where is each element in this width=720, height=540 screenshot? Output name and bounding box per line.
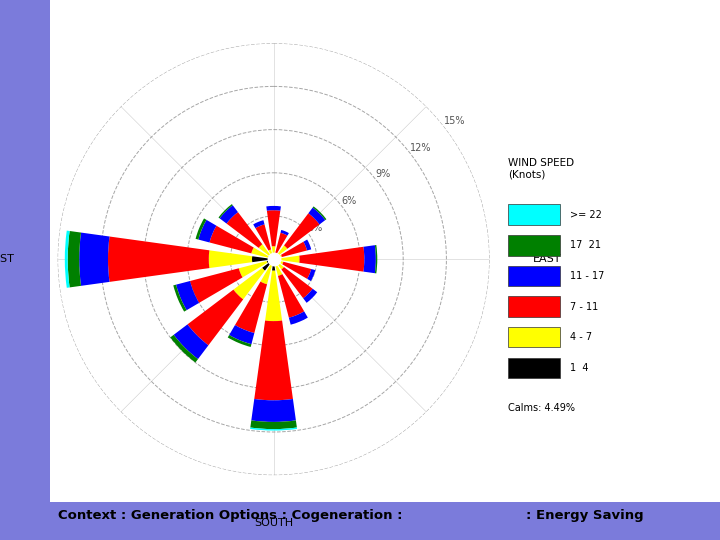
Bar — [251, 399, 296, 422]
Bar — [210, 226, 253, 253]
Bar — [187, 289, 243, 345]
Text: >= 22: >= 22 — [570, 210, 601, 220]
Bar — [308, 207, 325, 225]
Bar — [229, 325, 254, 344]
Bar — [220, 205, 238, 224]
Bar — [262, 259, 274, 271]
Bar — [209, 251, 252, 268]
Bar — [261, 263, 272, 284]
Bar — [278, 274, 304, 318]
Bar — [508, 296, 560, 317]
Bar — [508, 235, 560, 255]
Bar — [272, 259, 275, 271]
Bar — [284, 213, 320, 249]
Bar — [274, 262, 282, 276]
Text: 4 - 7: 4 - 7 — [570, 332, 592, 342]
Bar — [312, 206, 326, 220]
Bar — [253, 220, 264, 228]
Bar — [274, 259, 275, 260]
Bar — [508, 205, 560, 225]
Bar — [282, 267, 312, 298]
Bar — [275, 255, 282, 259]
Bar — [266, 259, 274, 263]
Bar — [190, 268, 243, 303]
Bar — [218, 204, 233, 218]
Bar — [65, 231, 70, 288]
Bar — [271, 259, 274, 264]
Bar — [508, 327, 560, 347]
Bar — [268, 256, 274, 259]
Bar — [235, 281, 267, 333]
Bar — [174, 325, 208, 359]
Bar — [364, 245, 376, 273]
Bar — [68, 231, 81, 287]
Bar — [274, 254, 276, 259]
Text: Context : Generation Options : Cogeneration :: Context : Generation Options : Cogenerat… — [58, 509, 402, 522]
Bar — [275, 233, 287, 254]
Bar — [233, 268, 265, 299]
Bar — [251, 247, 269, 258]
Bar — [303, 289, 318, 303]
Bar — [274, 257, 276, 259]
Bar — [274, 259, 278, 260]
Bar — [508, 266, 560, 286]
Bar — [198, 220, 217, 242]
Bar — [228, 335, 251, 347]
Bar — [269, 249, 273, 258]
Bar — [266, 206, 281, 211]
Text: WEST: WEST — [0, 254, 14, 264]
Bar — [79, 233, 109, 286]
Bar — [270, 256, 274, 259]
Text: 11 - 17: 11 - 17 — [570, 271, 604, 281]
Bar — [307, 269, 315, 281]
Bar — [251, 420, 297, 429]
Bar — [254, 321, 293, 400]
Bar — [274, 259, 275, 260]
Text: WIND SPEED
(Knots): WIND SPEED (Knots) — [508, 158, 574, 180]
Bar — [274, 260, 284, 269]
Bar — [272, 246, 275, 258]
Bar — [108, 237, 210, 282]
Bar — [375, 245, 377, 273]
Bar — [289, 312, 308, 325]
Text: Calms: 4.49%: Calms: 4.49% — [508, 403, 575, 413]
Bar — [196, 218, 207, 240]
Bar — [508, 357, 560, 378]
Text: SOUTH: SOUTH — [254, 518, 293, 529]
Bar — [176, 281, 199, 310]
Bar — [170, 335, 198, 362]
Bar — [273, 258, 274, 259]
Bar — [250, 428, 297, 430]
Text: 17  21: 17 21 — [570, 240, 600, 251]
Bar — [267, 210, 280, 246]
Text: 1  4: 1 4 — [570, 363, 588, 373]
Text: 7 - 11: 7 - 11 — [570, 301, 598, 312]
Bar — [275, 245, 287, 258]
Text: EAST: EAST — [533, 254, 562, 264]
Bar — [300, 247, 364, 272]
Bar — [275, 260, 284, 264]
Bar — [258, 244, 271, 256]
Text: : Energy Saving: : Energy Saving — [526, 509, 643, 522]
Bar — [303, 240, 311, 251]
Bar — [252, 256, 274, 262]
Bar — [227, 212, 262, 248]
Bar — [256, 224, 271, 251]
Bar — [274, 259, 275, 262]
Bar — [278, 255, 300, 263]
Bar — [281, 230, 289, 235]
Bar — [281, 242, 307, 257]
Bar — [174, 285, 186, 312]
Bar — [239, 261, 267, 278]
Bar — [265, 271, 282, 321]
Bar — [282, 262, 311, 279]
